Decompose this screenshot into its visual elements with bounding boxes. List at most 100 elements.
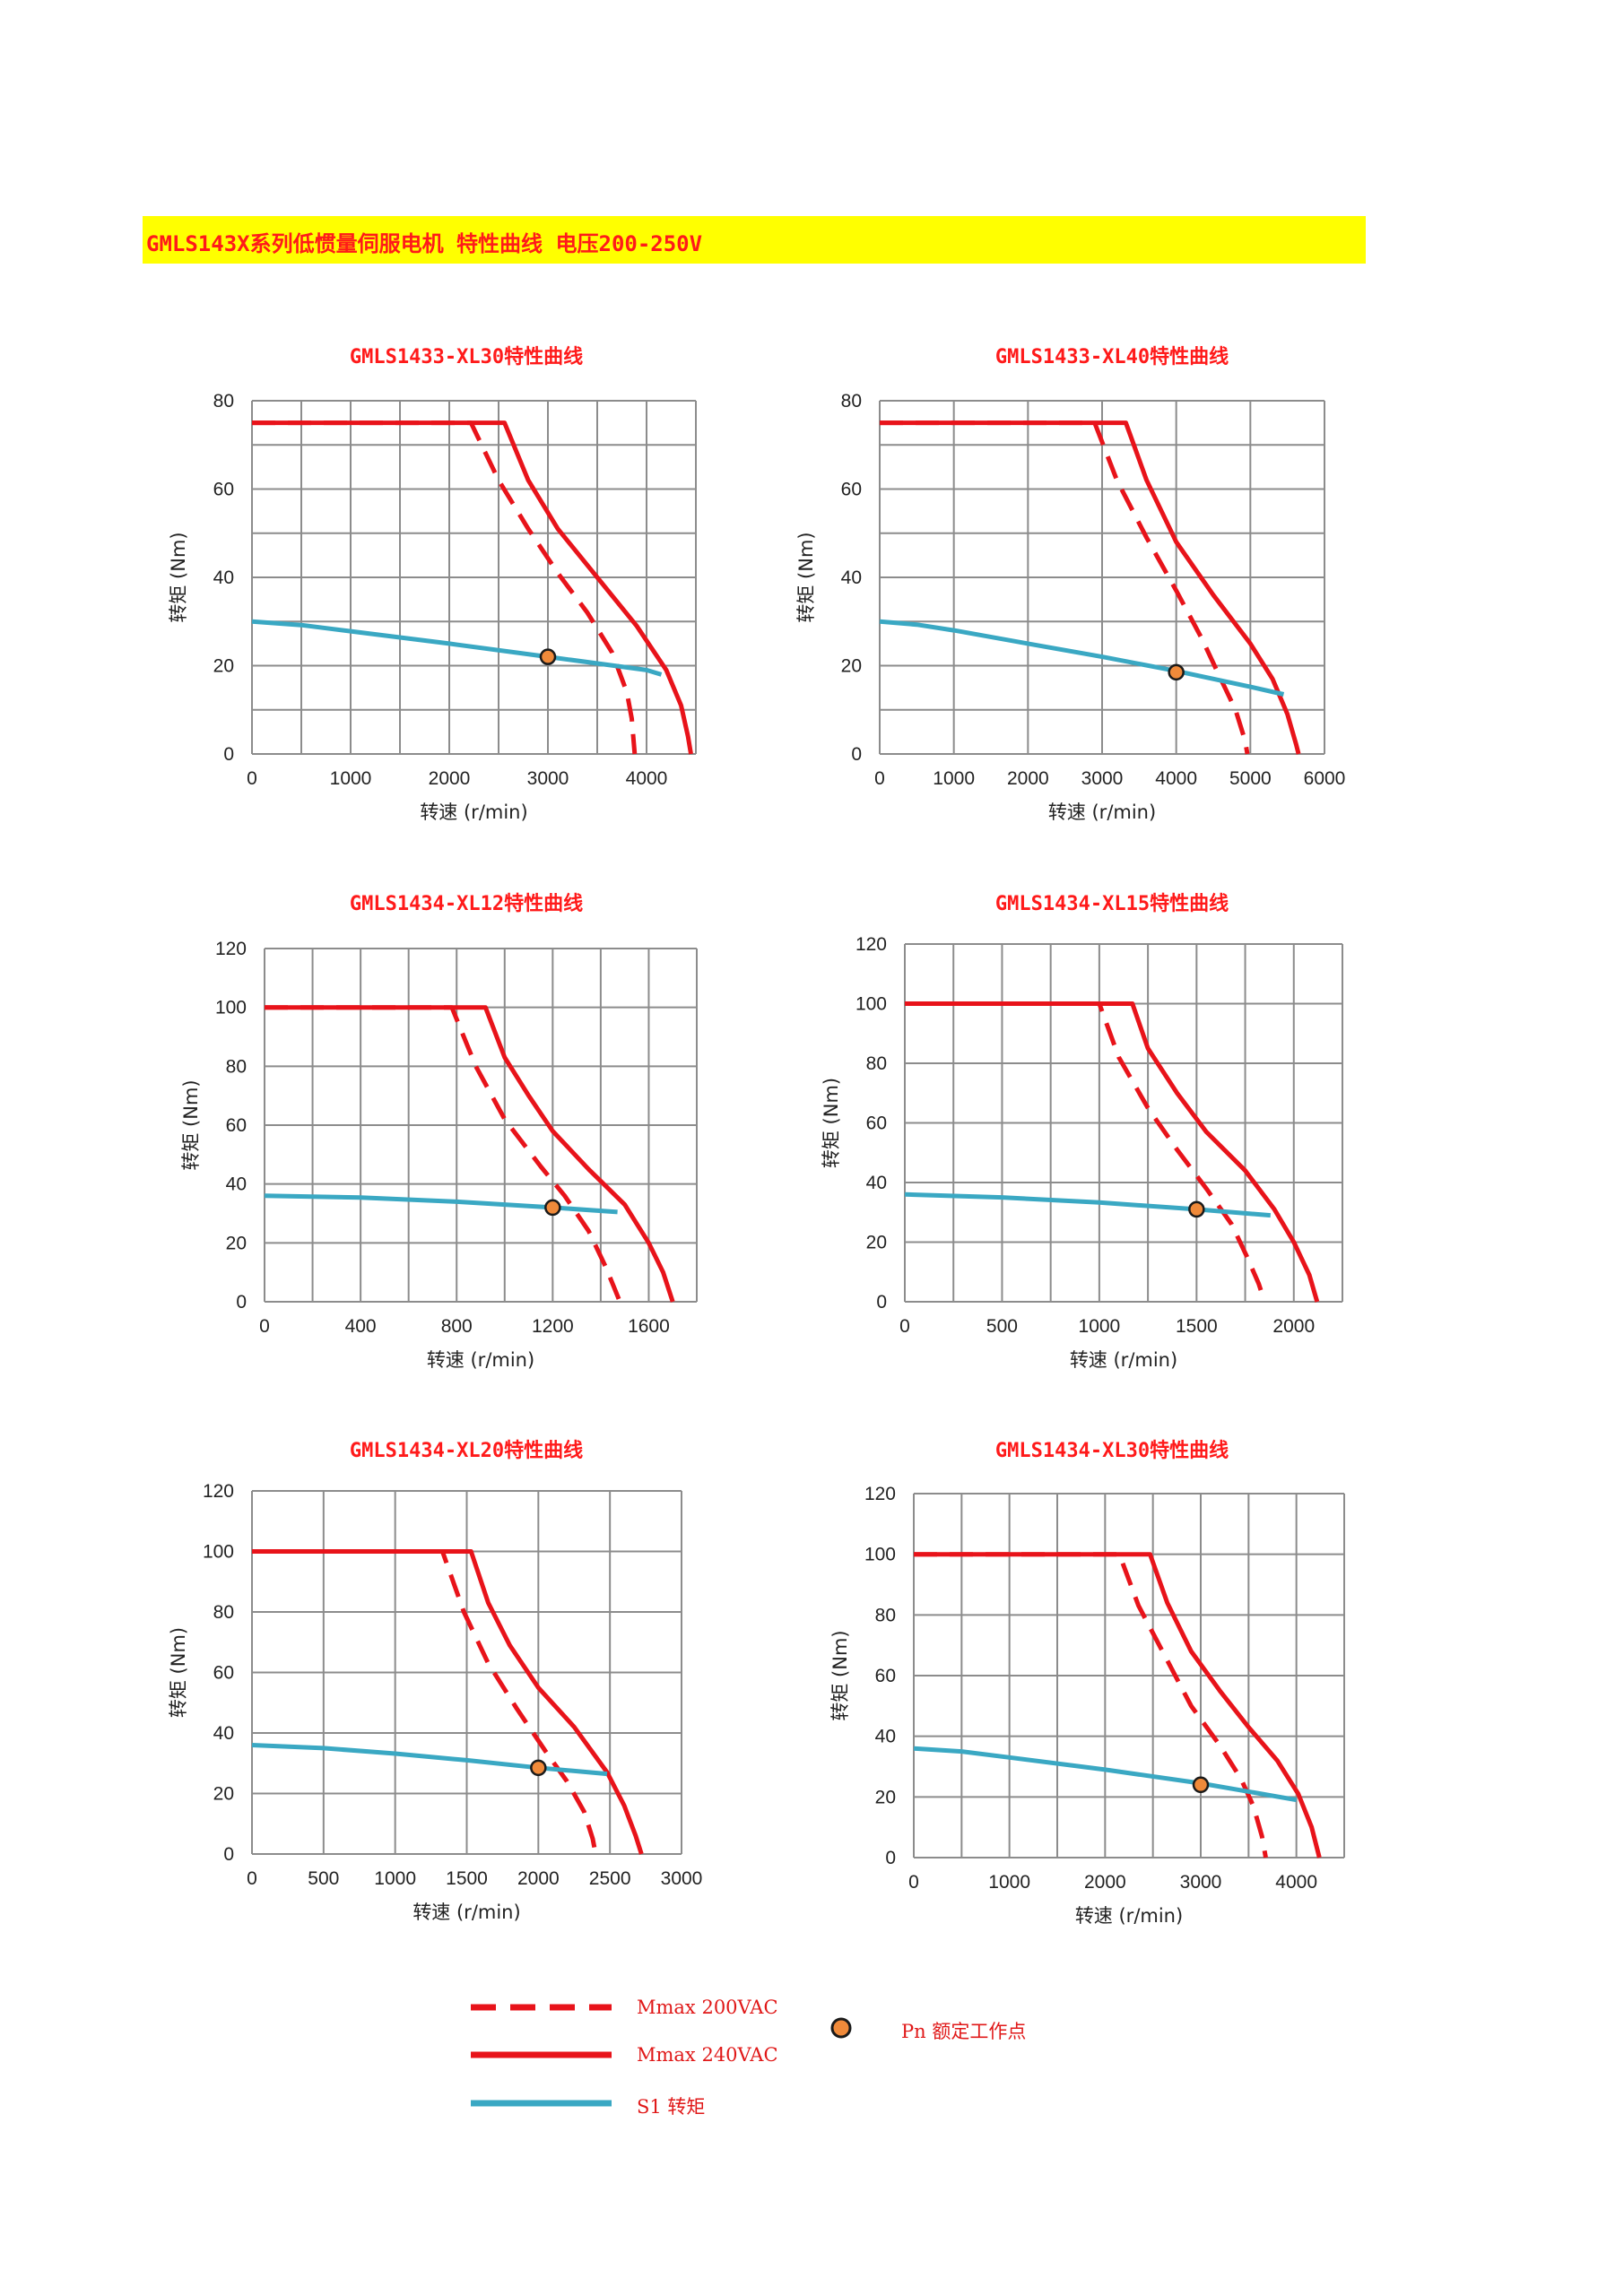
y-tick-label: 80 — [841, 391, 862, 412]
y-tick-label: 20 — [841, 656, 862, 677]
x-tick-label: 3000 — [1180, 1872, 1222, 1893]
x-tick-label: 3000 — [661, 1868, 703, 1889]
y-tick-label: 40 — [841, 568, 862, 588]
x-tick-label: 3000 — [527, 768, 569, 789]
x-axis-label: 转速 (r/min) — [1048, 801, 1156, 823]
x-tick-label: 3000 — [1081, 768, 1124, 789]
y-tick-label: 0 — [885, 1848, 896, 1868]
mmax-200vac-line — [252, 1549, 598, 1855]
y-tick-label: 20 — [226, 1233, 247, 1253]
mmax-240vac-line — [265, 1005, 675, 1303]
y-tick-label: 80 — [213, 391, 234, 412]
x-tick-label: 2000 — [429, 768, 471, 789]
y-tick-label: 0 — [223, 1844, 234, 1865]
y-axis-label: 转矩 (Nm) — [168, 532, 189, 622]
mmax-200vac-line — [265, 1005, 622, 1303]
x-axis-label: 转速 (r/min) — [420, 801, 527, 823]
y-axis-label: 转矩 (Nm) — [180, 1079, 202, 1170]
x-tick-label: 0 — [899, 1316, 910, 1337]
y-axis-label: 转矩 (Nm) — [821, 1078, 842, 1168]
x-tick-label: 0 — [247, 1868, 257, 1889]
x-axis-label: 转速 (r/min) — [427, 1349, 534, 1371]
s1-torque-line — [879, 619, 1285, 697]
y-tick-label: 60 — [875, 1666, 896, 1686]
y-tick-label: 100 — [864, 1545, 896, 1565]
x-tick-label: 4000 — [626, 768, 668, 789]
x-tick-label: 4000 — [1155, 768, 1197, 789]
mmax-240vac-line — [252, 1549, 644, 1855]
x-tick-label: 2000 — [517, 1868, 560, 1889]
s1-torque-line — [904, 1191, 1272, 1218]
x-tick-label: 1000 — [988, 1872, 1030, 1893]
y-tick-label: 40 — [213, 568, 234, 588]
y-tick-label: 100 — [855, 994, 887, 1015]
y-tick-label: 0 — [223, 744, 234, 765]
x-tick-label: 0 — [247, 768, 257, 789]
y-tick-label: 40 — [866, 1173, 887, 1193]
x-tick-label: 500 — [308, 1868, 339, 1889]
y-tick-label: 40 — [875, 1727, 896, 1747]
x-tick-label: 2000 — [1007, 768, 1049, 789]
y-tick-label: 20 — [875, 1787, 896, 1807]
x-tick-label: 500 — [986, 1316, 1018, 1337]
chart-title: GMLS1433-XL30特性曲线 — [350, 345, 583, 368]
mmax-200vac-line — [914, 1552, 1268, 1858]
y-axis-label: 转矩 (Nm) — [829, 1630, 851, 1720]
y-tick-label: 0 — [876, 1292, 887, 1313]
y-tick-label: 40 — [226, 1174, 247, 1195]
x-tick-label: 5000 — [1229, 768, 1272, 789]
y-tick-label: 0 — [236, 1292, 247, 1313]
header-banner: GMLS143X系列低惯量伺服电机 特性曲线 电压200-250V — [143, 216, 1366, 264]
rated-point-marker — [539, 648, 557, 665]
y-tick-label: 100 — [203, 1542, 234, 1563]
x-tick-label: 400 — [345, 1316, 377, 1337]
y-tick-label: 20 — [213, 1784, 234, 1805]
y-axis-label: 转矩 (Nm) — [168, 1627, 189, 1718]
page-title: GMLS143X系列低惯量伺服电机 特性曲线 电压200-250V — [146, 231, 703, 256]
x-tick-label: 6000 — [1304, 768, 1346, 789]
chart-title: GMLS1433-XL40特性曲线 — [995, 345, 1229, 368]
rated-point-marker — [530, 1759, 547, 1777]
y-tick-label: 80 — [866, 1053, 887, 1074]
y-tick-label: 60 — [213, 480, 234, 500]
y-tick-label: 120 — [203, 1481, 234, 1502]
x-axis-label: 转速 (r/min) — [1075, 1905, 1183, 1927]
x-tick-label: 4000 — [1275, 1872, 1317, 1893]
x-tick-label: 1000 — [1079, 1316, 1121, 1337]
y-tick-label: 40 — [213, 1723, 234, 1744]
x-tick-label: 1200 — [532, 1316, 574, 1337]
mmax-240vac-line — [905, 1001, 1320, 1303]
chart-title: GMLS1434-XL15特性曲线 — [995, 892, 1229, 915]
y-tick-label: 20 — [866, 1233, 887, 1253]
mmax-200vac-line — [880, 420, 1250, 755]
mmax-200vac-line — [252, 420, 638, 755]
x-tick-label: 0 — [259, 1316, 270, 1337]
s1-torque-line — [264, 1193, 618, 1215]
y-tick-label: 80 — [213, 1602, 234, 1623]
s1-torque-line — [251, 619, 663, 677]
chart-title: GMLS1434-XL30特性曲线 — [995, 1439, 1229, 1462]
s1-torque-line — [251, 1743, 608, 1777]
x-tick-label: 1000 — [933, 768, 975, 789]
y-tick-label: 120 — [215, 939, 247, 959]
y-tick-label: 80 — [875, 1605, 896, 1625]
y-tick-label: 120 — [855, 934, 887, 955]
x-tick-label: 0 — [874, 768, 885, 789]
y-tick-label: 60 — [226, 1115, 247, 1136]
chart-title: GMLS1434-XL20特性曲线 — [350, 1439, 583, 1462]
x-tick-label: 0 — [908, 1872, 919, 1893]
rated-point-marker — [1188, 1200, 1205, 1218]
y-tick-label: 60 — [213, 1663, 234, 1684]
y-tick-label: 120 — [864, 1484, 896, 1504]
x-axis-label: 转速 (r/min) — [1070, 1349, 1177, 1371]
rated-point-marker — [1168, 663, 1185, 681]
mmax-200vac-line — [905, 1001, 1267, 1303]
x-tick-label: 2500 — [589, 1868, 631, 1889]
chart-title: GMLS1434-XL12特性曲线 — [350, 892, 583, 915]
x-tick-label: 1500 — [1176, 1316, 1218, 1337]
x-tick-label: 2000 — [1084, 1872, 1126, 1893]
